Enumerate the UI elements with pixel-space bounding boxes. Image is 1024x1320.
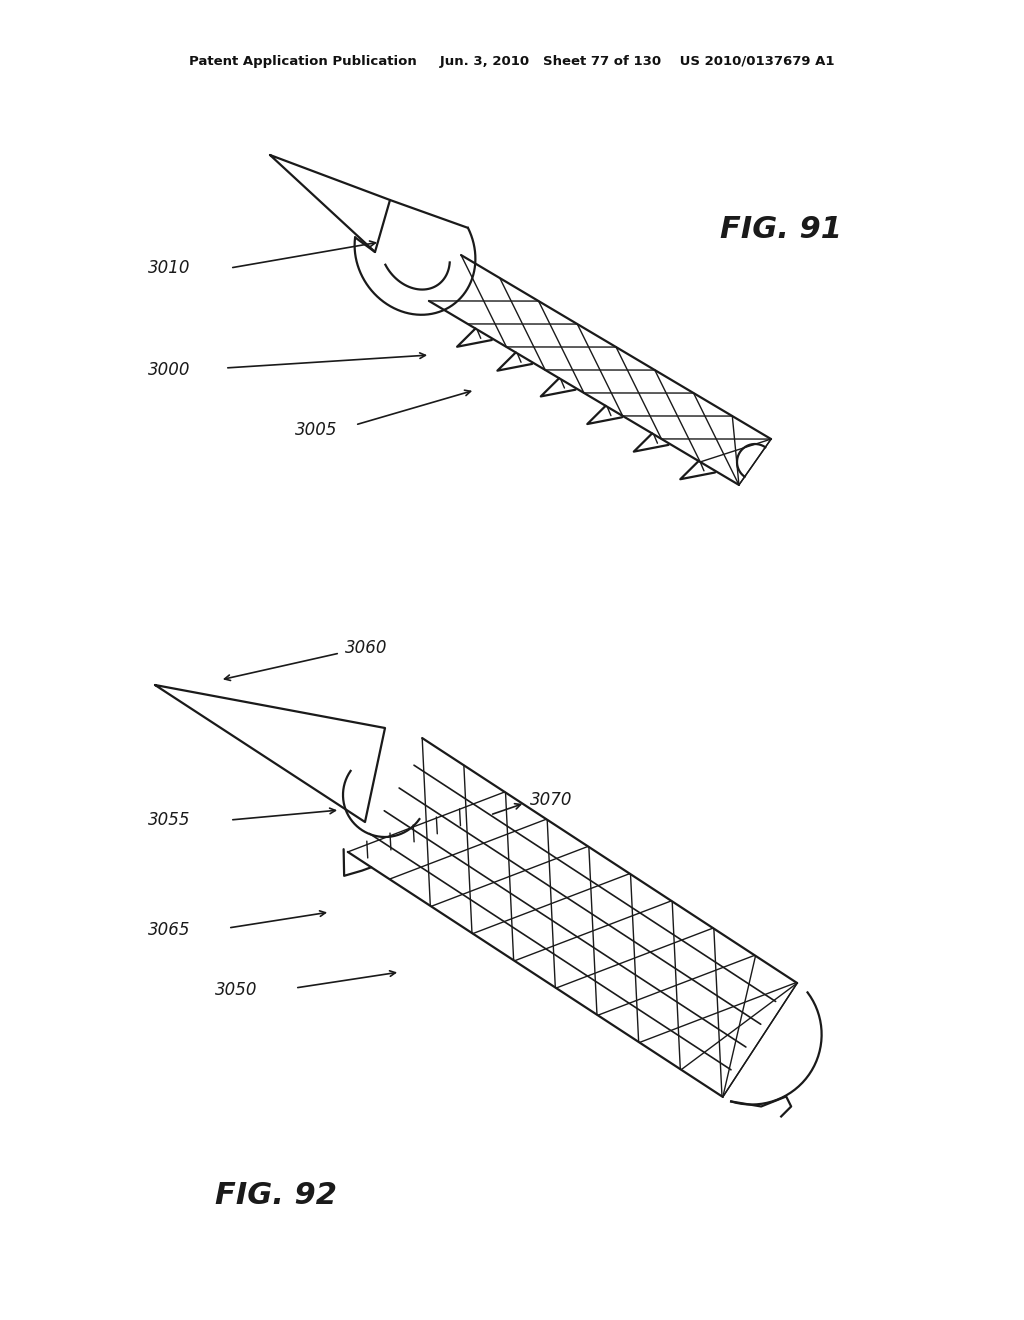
Text: 3065: 3065 <box>148 921 190 939</box>
Text: 3005: 3005 <box>295 421 338 440</box>
Text: 3070: 3070 <box>530 791 572 809</box>
Text: 3055: 3055 <box>148 810 190 829</box>
Text: FIG. 92: FIG. 92 <box>215 1180 337 1209</box>
Text: 3060: 3060 <box>345 639 387 657</box>
Text: 3000: 3000 <box>148 360 190 379</box>
Text: FIG. 91: FIG. 91 <box>720 215 842 244</box>
Text: 3050: 3050 <box>215 981 257 999</box>
Text: Patent Application Publication     Jun. 3, 2010   Sheet 77 of 130    US 2010/013: Patent Application Publication Jun. 3, 2… <box>189 55 835 69</box>
Text: 3010: 3010 <box>148 259 190 277</box>
